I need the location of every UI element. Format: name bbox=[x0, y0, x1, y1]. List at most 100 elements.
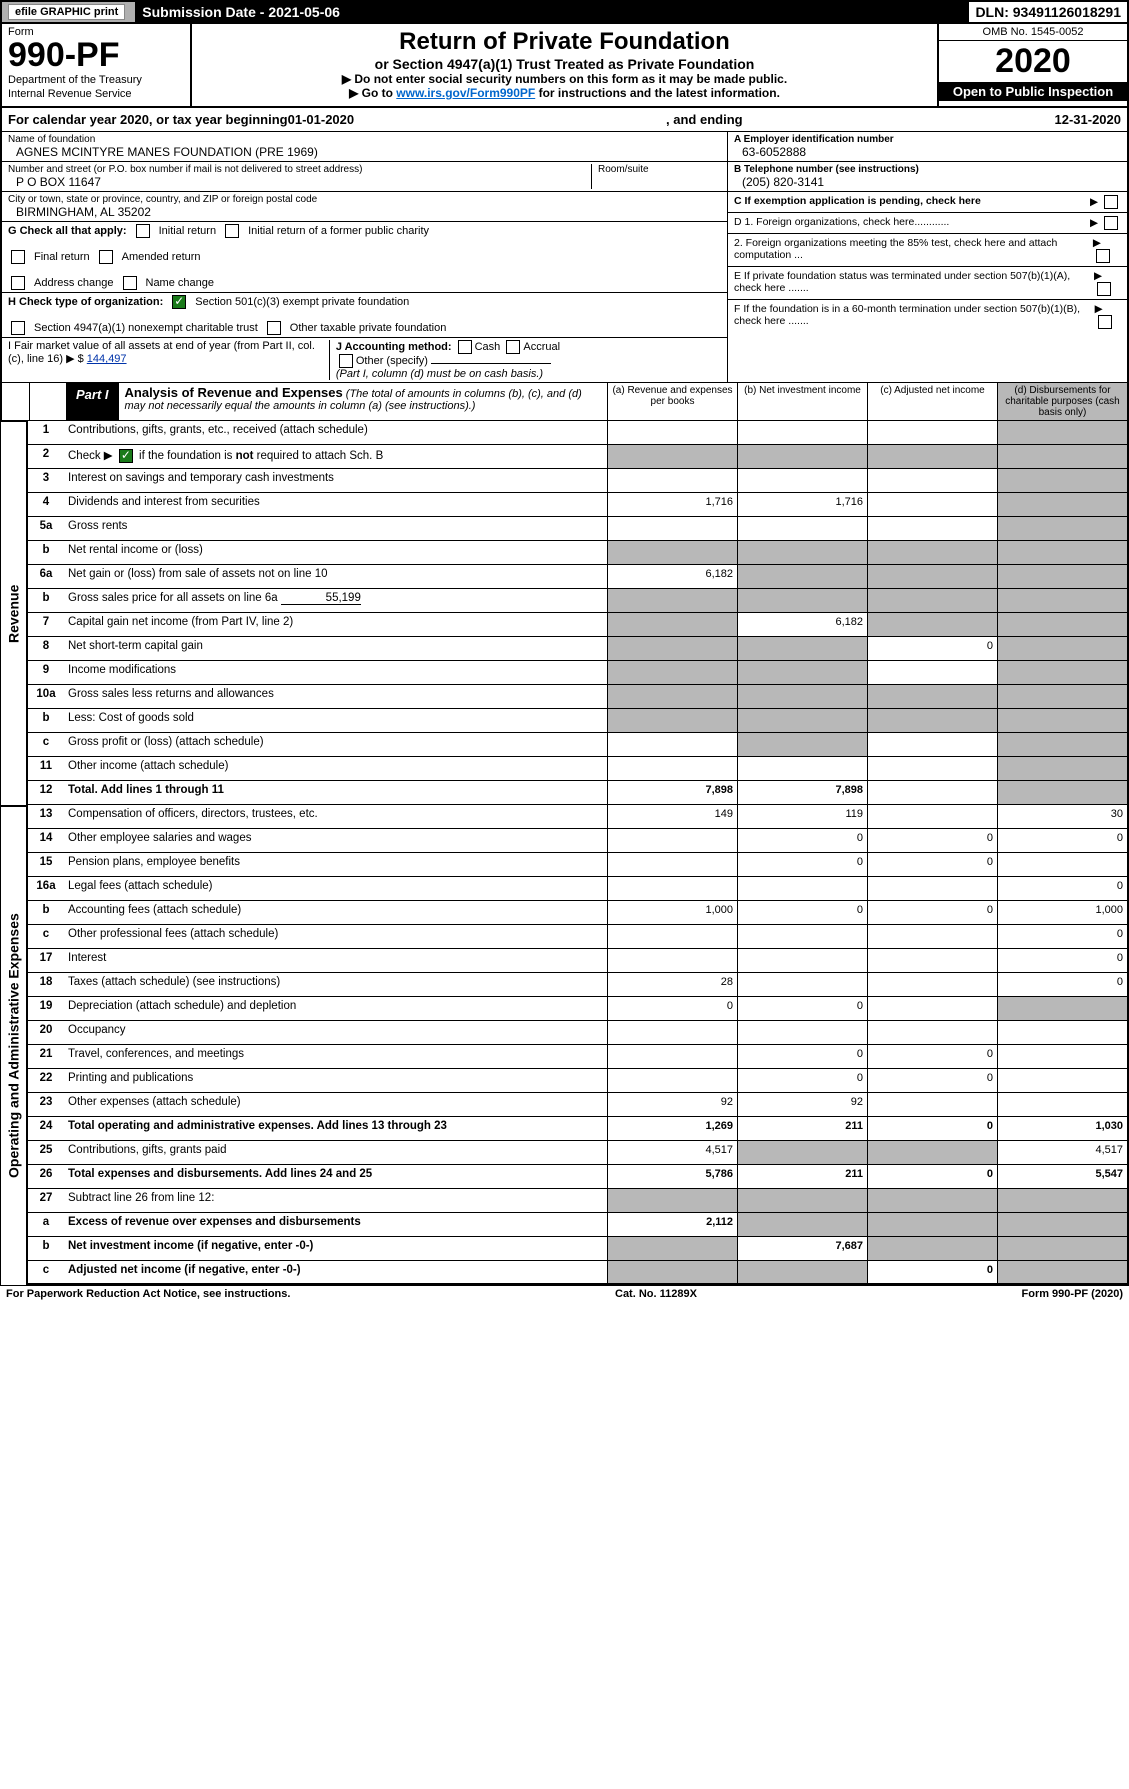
checkbox-initial-return[interactable] bbox=[136, 224, 150, 238]
checkbox-d1[interactable] bbox=[1104, 216, 1118, 230]
cell-1-d bbox=[997, 421, 1127, 444]
line-num-23: 23 bbox=[28, 1093, 64, 1116]
c-label: C If exemption application is pending, c… bbox=[734, 195, 981, 209]
line-row-a: aExcess of revenue over expenses and dis… bbox=[28, 1213, 1129, 1237]
line-num-b: b bbox=[28, 901, 64, 924]
checkbox-other-taxable[interactable] bbox=[267, 321, 281, 335]
cell-a-c bbox=[867, 1213, 997, 1236]
line-num-12: 12 bbox=[28, 781, 64, 804]
address-cell: Number and street (or P.O. box number if… bbox=[2, 162, 727, 192]
cell-14-c: 0 bbox=[867, 829, 997, 852]
cell-b-c bbox=[867, 1237, 997, 1260]
cell-8-c: 0 bbox=[867, 637, 997, 660]
d1-foreign: D 1. Foreign organizations, check here..… bbox=[728, 213, 1127, 234]
irs-link[interactable]: www.irs.gov/Form990PF bbox=[396, 86, 535, 100]
line-row-10a: 10aGross sales less returns and allowanc… bbox=[28, 685, 1129, 709]
d1-label: D 1. Foreign organizations, check here..… bbox=[734, 216, 949, 230]
line-text-16a: Legal fees (attach schedule) bbox=[64, 877, 607, 900]
checkbox-d2[interactable] bbox=[1096, 249, 1110, 263]
col-b-header: (b) Net investment income bbox=[737, 383, 867, 420]
cell-26-c: 0 bbox=[867, 1165, 997, 1188]
cell-14-d: 0 bbox=[997, 829, 1127, 852]
checkbox-accrual[interactable] bbox=[506, 340, 520, 354]
j-other: Other (specify) bbox=[356, 355, 428, 367]
efile-label: efile GRAPHIC print bbox=[8, 4, 125, 20]
cell-2-a bbox=[607, 445, 737, 468]
cell-23-d bbox=[997, 1093, 1127, 1116]
cell-10a-a bbox=[607, 685, 737, 708]
cell-25-a: 4,517 bbox=[607, 1141, 737, 1164]
col-d-header: (d) Disbursements for charitable purpose… bbox=[997, 383, 1127, 420]
form-year-box: OMB No. 1545-0052 2020 Open to Public In… bbox=[937, 24, 1127, 106]
cell-18-a: 28 bbox=[607, 973, 737, 996]
g-opt-3: Amended return bbox=[122, 251, 201, 263]
cell-25-d: 4,517 bbox=[997, 1141, 1127, 1164]
line-num-16a: 16a bbox=[28, 877, 64, 900]
cell-c-a bbox=[607, 925, 737, 948]
cell-9-b bbox=[737, 661, 867, 684]
city-label: City or town, state or province, country… bbox=[8, 194, 721, 205]
cell-3-c bbox=[867, 469, 997, 492]
cell-16a-c bbox=[867, 877, 997, 900]
line-num-24: 24 bbox=[28, 1117, 64, 1140]
checkbox-f[interactable] bbox=[1098, 315, 1112, 329]
checkbox-other-method[interactable] bbox=[339, 354, 353, 368]
cell-20-d bbox=[997, 1021, 1127, 1044]
checkbox-final-return[interactable] bbox=[11, 250, 25, 264]
cell-21-d bbox=[997, 1045, 1127, 1068]
line-num-c: c bbox=[28, 733, 64, 756]
city-cell: City or town, state or province, country… bbox=[2, 192, 727, 222]
cell-13-c bbox=[867, 805, 997, 828]
col-a-header: (a) Revenue and expenses per books bbox=[607, 383, 737, 420]
j-accrual: Accrual bbox=[523, 341, 560, 353]
checkbox-4947[interactable] bbox=[11, 321, 25, 335]
cell-c-a bbox=[607, 1261, 737, 1283]
j-label: J Accounting method: bbox=[336, 341, 452, 353]
line-text-6a: Net gain or (loss) from sale of assets n… bbox=[64, 565, 607, 588]
cell-12-d bbox=[997, 781, 1127, 804]
line-text-14: Other employee salaries and wages bbox=[64, 829, 607, 852]
line-row-5a: 5aGross rents bbox=[28, 517, 1129, 541]
checkbox-amended-return[interactable] bbox=[99, 250, 113, 264]
city-val: BIRMINGHAM, AL 35202 bbox=[8, 205, 721, 219]
checkbox-sch-b[interactable] bbox=[119, 449, 133, 463]
cell-15-a bbox=[607, 853, 737, 876]
cell-c-b bbox=[737, 1261, 867, 1283]
line-text-2: Check ▶ if the foundation is not require… bbox=[64, 445, 607, 468]
cell-10a-d bbox=[997, 685, 1127, 708]
cell-19-d bbox=[997, 997, 1127, 1020]
line-row-13: 13Compensation of officers, directors, t… bbox=[28, 805, 1129, 829]
cell-24-d: 1,030 bbox=[997, 1117, 1127, 1140]
cell-1-b bbox=[737, 421, 867, 444]
cell-22-b: 0 bbox=[737, 1069, 867, 1092]
checkbox-address-change[interactable] bbox=[11, 276, 25, 290]
line-row-17: 17Interest0 bbox=[28, 949, 1129, 973]
cell-b-b bbox=[737, 589, 867, 612]
cell-23-a: 92 bbox=[607, 1093, 737, 1116]
cell-17-d: 0 bbox=[997, 949, 1127, 972]
i-label: I Fair market value of all assets at end… bbox=[8, 340, 315, 365]
name-label: Name of foundation bbox=[8, 134, 721, 145]
cell-c-d bbox=[997, 1261, 1127, 1283]
cell-17-b bbox=[737, 949, 867, 972]
cell-20-a bbox=[607, 1021, 737, 1044]
addr-label: Number and street (or P.O. box number if… bbox=[8, 164, 591, 175]
line-num-10a: 10a bbox=[28, 685, 64, 708]
cell-6a-b bbox=[737, 565, 867, 588]
line-row-27: 27Subtract line 26 from line 12: bbox=[28, 1189, 1129, 1213]
checkbox-501c3[interactable] bbox=[172, 295, 186, 309]
cell-2-b bbox=[737, 445, 867, 468]
checkbox-e[interactable] bbox=[1097, 282, 1111, 296]
cell-c-c: 0 bbox=[867, 1261, 997, 1283]
entity-left: Name of foundation AGNES MCINTYRE MANES … bbox=[2, 132, 727, 382]
line-num-7: 7 bbox=[28, 613, 64, 636]
cell-27-c bbox=[867, 1189, 997, 1212]
revenue-side-label: Revenue bbox=[0, 421, 28, 805]
checkbox-cash[interactable] bbox=[458, 340, 472, 354]
e-label: E If private foundation status was termi… bbox=[734, 270, 1094, 296]
form-number: 990-PF bbox=[8, 38, 184, 72]
checkbox-name-change[interactable] bbox=[123, 276, 137, 290]
checkbox-c[interactable] bbox=[1104, 195, 1118, 209]
line-text-17: Interest bbox=[64, 949, 607, 972]
checkbox-initial-former[interactable] bbox=[225, 224, 239, 238]
